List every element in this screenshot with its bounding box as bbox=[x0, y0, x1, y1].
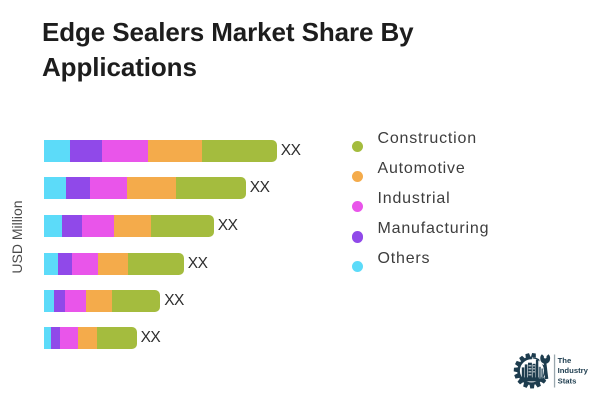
svg-text:Industry: Industry bbox=[558, 366, 589, 375]
svg-text:Stats: Stats bbox=[558, 377, 577, 386]
svg-text:The: The bbox=[558, 356, 572, 365]
